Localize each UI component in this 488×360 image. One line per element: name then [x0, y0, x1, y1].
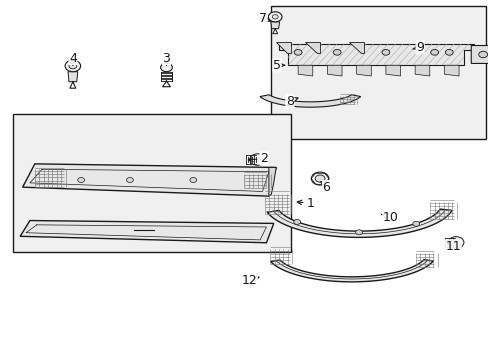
Circle shape	[311, 172, 328, 185]
Text: 6: 6	[320, 181, 330, 194]
Text: 8: 8	[285, 95, 297, 108]
Circle shape	[272, 15, 278, 19]
Circle shape	[78, 177, 84, 183]
Circle shape	[249, 154, 265, 165]
Text: 4: 4	[69, 51, 77, 65]
Polygon shape	[305, 42, 320, 53]
Polygon shape	[268, 167, 276, 196]
Circle shape	[332, 49, 340, 55]
Circle shape	[381, 49, 389, 55]
Polygon shape	[278, 44, 473, 65]
Text: 1: 1	[297, 197, 314, 210]
Circle shape	[294, 49, 302, 55]
Polygon shape	[276, 42, 290, 53]
Circle shape	[160, 63, 172, 72]
Text: 12: 12	[241, 274, 259, 287]
Text: 2: 2	[248, 152, 267, 165]
Text: 3: 3	[162, 51, 170, 65]
Polygon shape	[470, 45, 488, 63]
Circle shape	[355, 230, 362, 235]
Circle shape	[412, 221, 419, 226]
Polygon shape	[22, 164, 276, 196]
Circle shape	[315, 175, 325, 182]
Circle shape	[445, 49, 452, 55]
Circle shape	[447, 237, 463, 248]
Polygon shape	[444, 65, 458, 76]
Bar	[13, 114, 290, 252]
Text: 5: 5	[273, 59, 284, 72]
Polygon shape	[348, 42, 363, 53]
Polygon shape	[327, 65, 341, 76]
Polygon shape	[20, 221, 273, 243]
Text: 10: 10	[381, 211, 398, 224]
Circle shape	[430, 49, 438, 55]
Circle shape	[478, 51, 487, 58]
Text: 9: 9	[412, 41, 423, 54]
Polygon shape	[260, 95, 360, 107]
Polygon shape	[385, 65, 400, 76]
Circle shape	[126, 177, 133, 183]
Polygon shape	[356, 65, 370, 76]
Polygon shape	[414, 65, 429, 76]
Text: 11: 11	[445, 240, 460, 253]
Polygon shape	[267, 209, 451, 237]
Text: 7: 7	[259, 12, 270, 25]
Circle shape	[189, 177, 196, 183]
Polygon shape	[298, 65, 312, 76]
Circle shape	[268, 12, 282, 22]
Polygon shape	[68, 72, 78, 82]
Polygon shape	[270, 22, 279, 29]
Circle shape	[65, 60, 81, 72]
Polygon shape	[278, 44, 473, 65]
Polygon shape	[270, 260, 432, 282]
Bar	[271, 6, 485, 139]
Circle shape	[293, 219, 300, 224]
Circle shape	[69, 63, 77, 69]
